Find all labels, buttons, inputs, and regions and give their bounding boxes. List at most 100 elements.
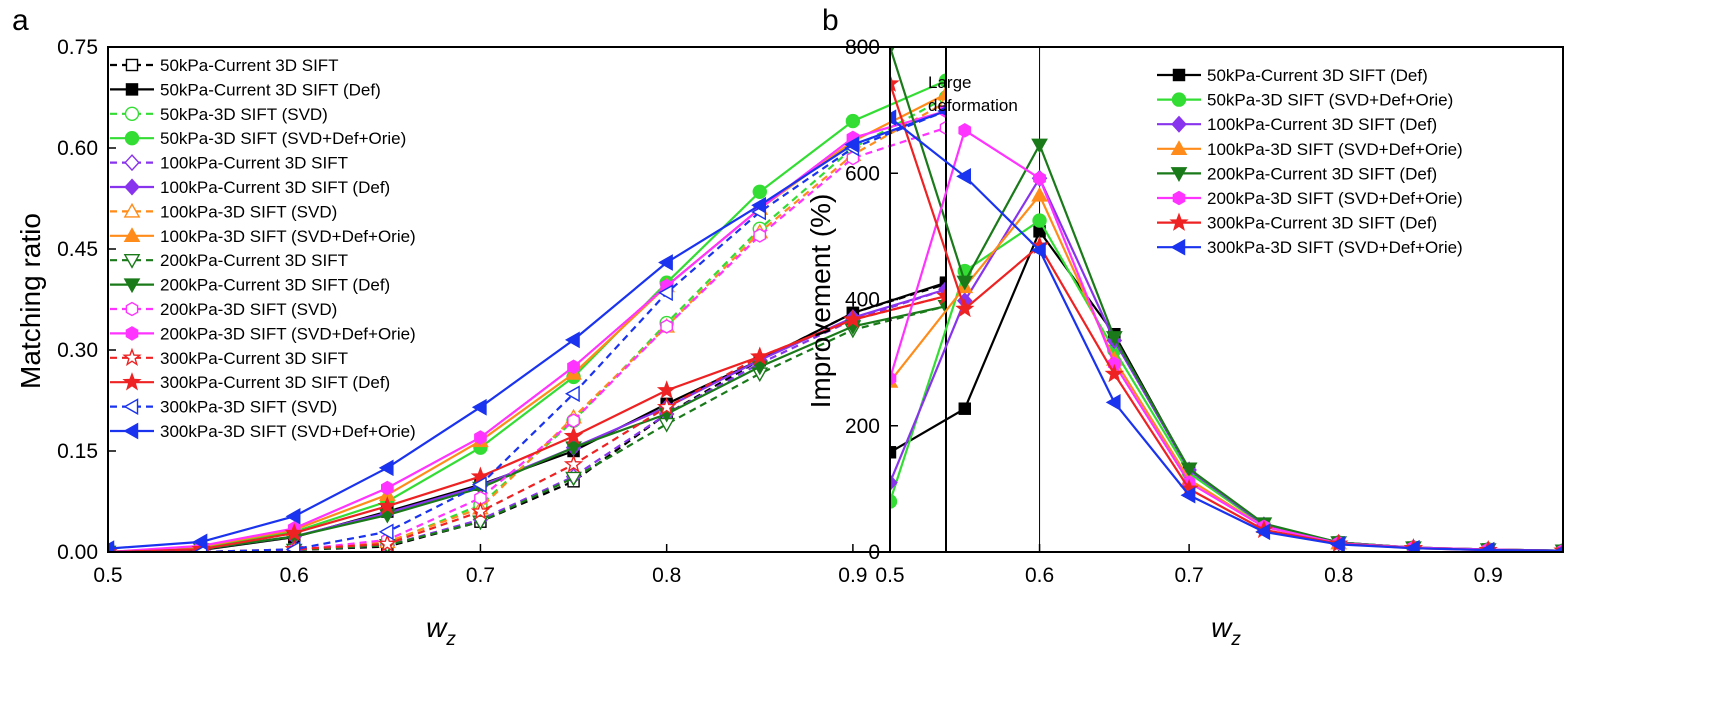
panel-a-series-14-point (192, 543, 208, 552)
panel-b-series-4-point (1180, 462, 1198, 478)
panel-b-series-4-point (956, 275, 974, 291)
panel-a-series-9-line (108, 305, 946, 552)
panel-a-x-axis-label: wz (426, 612, 456, 650)
panel-a-y-tick-label: 0.15 (57, 440, 98, 463)
panel-b-x-axis-label: wz (1211, 612, 1241, 650)
panel-a-legend-label: 300kPa-Current 3D SIFT (160, 349, 348, 368)
panel-b-x-tick-label: 0.7 (1175, 564, 1204, 587)
panel-b-series-7-point (1105, 394, 1121, 411)
panel-b-legend-marker (1169, 212, 1189, 231)
panel-a-legend: 50kPa-Current 3D SIFT 50kPa-Current 3D SI… (110, 56, 416, 441)
panel-a-series-14-point (471, 476, 487, 494)
panel-a-legend-label: 50kPa-Current 3D SIFT (Def) (160, 80, 381, 99)
panel-b-ticks: 0.5 0.6 0.7 0.8 0.9 0 200 400 600 800 (845, 36, 1503, 587)
panel-a-x-tick-label: 0.7 (466, 564, 495, 587)
panel-a-legend-label: 100kPa-3D SIFT (SVD) (160, 202, 337, 221)
panel-b-series-7-point (1180, 486, 1196, 504)
panel-a-series-4-line (108, 288, 946, 552)
panel-a-series-15 (108, 106, 946, 552)
panel-a-x-tick-label: 0.5 (93, 564, 122, 587)
panel-a-series-8-point (472, 515, 489, 531)
panel-a-legend-marker (123, 253, 141, 269)
panel-b-legend-marker (1170, 167, 1188, 182)
panel-a-series-12-point (470, 501, 491, 520)
panel-b-series-6-point (1104, 363, 1125, 383)
panel-a-legend-label: 200kPa-Current 3D SIFT (160, 251, 348, 270)
panel-a-series-9-point (751, 360, 769, 376)
panel-b-legend: 50kPa-Current 3D SIFT (Def) 50kPa-3D SIFT… (1157, 66, 1463, 257)
panel-a-x-tick-label: 0.6 (280, 564, 309, 587)
panel-a-series-15-point (564, 331, 580, 349)
panel-b-series (890, 47, 1563, 552)
panel-b-y-tick-label: 800 (845, 36, 880, 59)
panel-a-series-10-point (567, 413, 580, 429)
panel-a: a Matching ratio wz 0.5 0.6 0.7 0.8 0.90.000… (12, 4, 947, 650)
panel-a-series-13 (108, 285, 946, 552)
panel-a-series-13-point (843, 309, 863, 328)
panel-a-y-axis-label: Matching ratio (15, 213, 46, 389)
panel-a-series-3-point (938, 73, 946, 88)
panel-b-series-7-point (1255, 523, 1271, 541)
panel-a-legend-label: 100kPa-Current 3D SIFT (160, 154, 348, 173)
panel-a-legend-label: 300kPa-Current 3D SIFT (Def) (160, 373, 390, 392)
panel-b-x-tick-label: 0.9 (1474, 564, 1503, 587)
panel-a-legend-marker (124, 154, 140, 172)
panel-b-series-5-point (958, 122, 972, 138)
panel-a-x-axis-label-sub: z (445, 629, 456, 650)
panel-a-legend-label: 50kPa-Current 3D SIFT (160, 56, 339, 75)
panel-a-series-14-point (564, 385, 580, 403)
panel-a-legend-marker (124, 106, 140, 122)
panel-a-series-2-line (108, 96, 946, 552)
panel-a-series-15-line (108, 109, 946, 550)
panel-b-legend-label: 100kPa-Current 3D SIFT (Def) (1207, 115, 1437, 134)
panel-b-series-6-point (955, 298, 975, 318)
panel-b-legend-marker (1172, 68, 1186, 82)
panel-b-series-4-point (1105, 331, 1123, 346)
panel-b-series-7-point (1479, 541, 1495, 552)
panel-a-series-15-point (192, 533, 208, 551)
panel-b-series-1-point (1032, 213, 1047, 228)
panel-a-legend-label: 300kPa-3D SIFT (SVD+Def+Orie) (160, 422, 416, 441)
panel-a-legend-label: 50kPa-3D SIFT (SVD) (160, 105, 328, 124)
panel-b-x-tick-label: 0.5 (875, 564, 904, 587)
panel-b-series-0-point (958, 402, 972, 415)
panel-a-ticks: 0.5 0.6 0.7 0.8 0.9 0.00 0.15 0.30 0.45 0.60 0.75 (57, 36, 867, 587)
panel-a-series-11-point (381, 480, 394, 496)
panel-b-y-tick-label: 200 (845, 415, 880, 438)
panel-a-series-6-line (108, 101, 946, 552)
panel-b-x-axis-label-main: w (1211, 612, 1233, 643)
panel-b-series-7-point (1030, 241, 1046, 259)
panel-a-legend-marker (123, 398, 139, 415)
panel-a-legend-marker (123, 422, 139, 440)
panel-b-series-7-point (890, 109, 897, 127)
panel-a-series-9-point (565, 441, 582, 457)
panel-a-series-15-point (844, 136, 860, 153)
panel-b-legend-marker (1171, 92, 1187, 107)
panel-a-legend-label: 200kPa-3D SIFT (SVD) (160, 300, 337, 319)
panel-a-series-13-point (750, 346, 770, 365)
panel-a-series-12-point (377, 533, 398, 552)
panel-b-legend-label: 200kPa-Current 3D SIFT (Def) (1207, 164, 1437, 183)
panel-a-series-15-point (751, 196, 767, 214)
panel-b-series-7 (890, 109, 1563, 552)
panel-b-series-3-point (1031, 186, 1048, 202)
panel-a-legend-marker (125, 326, 139, 341)
panel-a-series-10-point (753, 228, 767, 243)
panel-a-series-11-point (567, 359, 580, 375)
panel-a-series-15-point (285, 507, 301, 525)
panel-a-legend-marker (122, 372, 142, 391)
panel-a-x-tick-label: 0.9 (838, 564, 867, 587)
panel-b-legend-label: 200kPa-3D SIFT (SVD+Def+Orie) (1207, 189, 1463, 208)
panel-b-legend-label: 300kPa-Current 3D SIFT (Def) (1207, 214, 1437, 233)
panel-a-series-12-point (656, 397, 677, 416)
panel-b-series-2-point (890, 474, 898, 492)
panel-b-series-7-line (890, 116, 1563, 552)
panel-a-series-12-point (563, 454, 584, 473)
panel-a-legend-marker (125, 83, 139, 96)
panel-b-series-0 (890, 225, 1563, 552)
panel-b-frame (889, 46, 1564, 553)
panel-b-legend-marker (1171, 115, 1187, 133)
panel-a-series-13-point (563, 426, 584, 445)
panel-a-series-10-point (660, 319, 673, 334)
